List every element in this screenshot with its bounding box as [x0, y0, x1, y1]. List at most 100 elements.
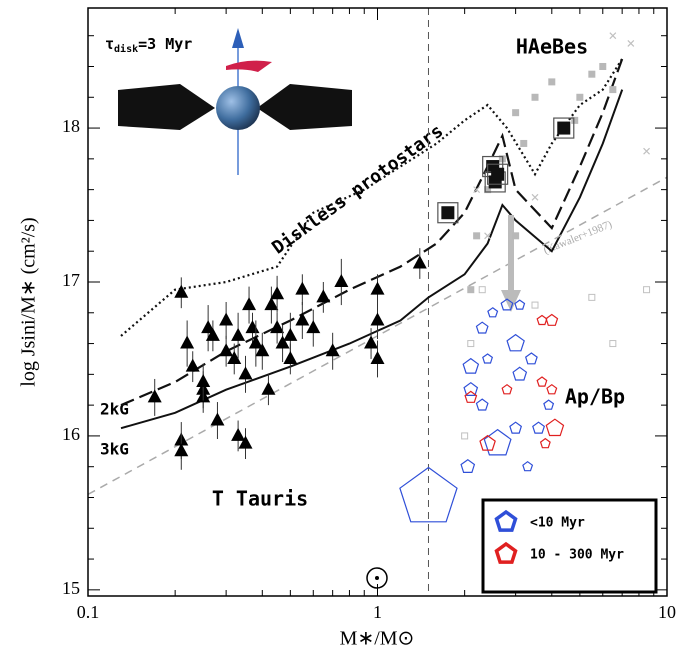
triangle-point — [231, 427, 246, 441]
gray-square-point — [588, 70, 596, 78]
cross-point — [531, 193, 539, 201]
apbp-label: Ap/Bp — [565, 385, 625, 409]
model-line — [120, 89, 624, 430]
triangle-point — [334, 273, 349, 287]
triangle-point — [238, 435, 253, 449]
cross-point — [473, 186, 481, 194]
diskless-label: Diskless protostars — [268, 121, 447, 259]
triangle-point — [242, 297, 257, 311]
tau-rest: =3 Myr — [138, 35, 192, 53]
pentagon-point — [482, 353, 494, 364]
model-line — [87, 176, 668, 496]
b2-label: 2kG — [100, 400, 129, 419]
triangle-point — [245, 320, 260, 334]
gray-square-point — [512, 109, 520, 117]
triangle-point — [231, 327, 246, 341]
tau-symbol: τ — [105, 35, 114, 53]
triangle-point — [210, 412, 225, 426]
open-square-point — [609, 340, 617, 348]
triangle-point — [325, 343, 340, 357]
triangle-point — [316, 289, 331, 303]
gray-square-point — [531, 93, 539, 101]
triangle-point — [364, 335, 379, 349]
cross-point — [484, 232, 491, 240]
pentagon-point — [501, 383, 513, 395]
disk-icon — [118, 28, 352, 175]
legend-label: 10 - 300 Myr — [530, 548, 624, 563]
pentagon-point — [487, 307, 499, 318]
triangle-point — [174, 284, 189, 298]
triangle-point — [370, 281, 385, 295]
pentagon-point — [460, 458, 476, 473]
gray-square-point — [467, 286, 475, 294]
pentagon-point — [539, 437, 551, 449]
triangle-point — [196, 374, 211, 388]
gray-square-point — [571, 116, 579, 124]
triangle-point — [370, 312, 385, 326]
sun-dot — [375, 576, 379, 580]
legend-swatch — [494, 541, 518, 564]
triangle-point — [270, 286, 285, 300]
triangle-point — [174, 443, 189, 457]
pentagon-point — [500, 298, 514, 311]
triangle-point — [295, 312, 310, 326]
legend-label: <10 Myr — [530, 516, 585, 531]
gray-square-point — [548, 78, 556, 86]
ttauris-label: T Tauris — [212, 487, 308, 511]
pentagon-point — [462, 357, 480, 374]
open-square-point — [461, 432, 469, 440]
triangle-point — [185, 358, 200, 372]
cross-point — [609, 32, 617, 40]
gray-square-point — [520, 139, 528, 147]
gray-square-point — [599, 62, 607, 70]
triangle-point — [261, 381, 276, 395]
gray-square-point — [484, 186, 492, 194]
triangle-point — [180, 335, 195, 349]
pentagon-point — [524, 352, 538, 365]
pentagon-point — [475, 321, 489, 334]
gray-square-point — [473, 232, 481, 240]
y-tick-label: 15 — [62, 578, 80, 598]
cross-point — [643, 147, 650, 155]
pentagon-point — [399, 466, 458, 523]
open-square-point — [588, 293, 596, 301]
y-tick-label: 18 — [62, 116, 80, 136]
triangle-point — [219, 343, 234, 357]
y-tick-label: 17 — [62, 270, 80, 290]
pentagon-point — [545, 418, 565, 437]
tau-sub: disk — [114, 43, 138, 55]
pentagon-point — [546, 383, 558, 395]
pentagon-point — [536, 314, 548, 326]
open-square-point — [467, 340, 475, 348]
pentagon-point — [483, 428, 512, 456]
square-frame — [553, 117, 575, 139]
triangle-point — [306, 320, 321, 334]
pentagon-point — [463, 381, 479, 396]
triangle-point — [412, 255, 427, 269]
triangle-point — [238, 366, 253, 380]
pentagon-point — [545, 313, 559, 326]
y-axis-label: log Jsini/M∗ (cm²/s) — [18, 217, 40, 386]
square-point — [557, 121, 571, 135]
triangle-point — [227, 350, 242, 364]
pentagon-point — [514, 299, 526, 310]
square-point — [441, 206, 455, 220]
triangle-point — [248, 335, 263, 349]
triangle-point — [255, 343, 270, 357]
x-tick-label: 0.1 — [77, 602, 100, 622]
pentagon-point — [509, 421, 523, 434]
gray-square-point — [609, 86, 617, 94]
triangle-point — [283, 327, 298, 341]
b3-label: 3kG — [100, 440, 129, 459]
pentagon-point — [532, 421, 546, 434]
triangle-point — [270, 320, 285, 334]
triangle-point — [201, 320, 216, 334]
gray-square-point — [576, 93, 584, 101]
triangle-point — [264, 297, 279, 311]
square-frame — [487, 163, 509, 185]
model-line — [120, 58, 624, 407]
pentagon-point — [506, 333, 525, 352]
triangle-point — [295, 281, 310, 295]
